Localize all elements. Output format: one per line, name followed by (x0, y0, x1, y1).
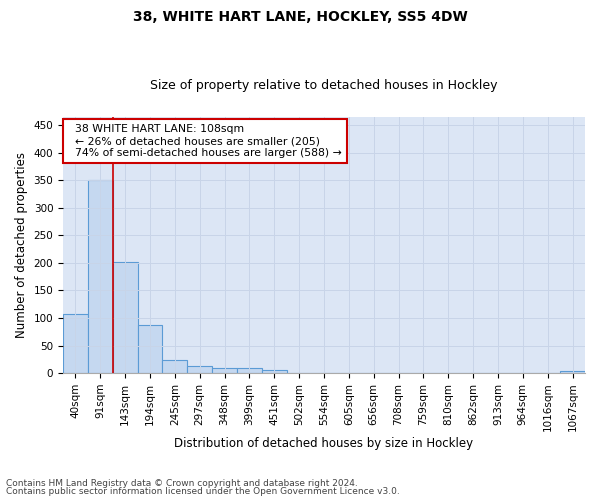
Y-axis label: Number of detached properties: Number of detached properties (15, 152, 28, 338)
Bar (262, 370, 287, 373)
Bar (560, 371, 585, 373)
Bar (88, 180, 113, 373)
Text: Contains public sector information licensed under the Open Government Licence v3: Contains public sector information licen… (6, 487, 400, 496)
Text: Contains HM Land Registry data © Crown copyright and database right 2024.: Contains HM Land Registry data © Crown c… (6, 478, 358, 488)
Bar (187, 366, 212, 373)
Title: Size of property relative to detached houses in Hockley: Size of property relative to detached ho… (150, 79, 498, 92)
X-axis label: Distribution of detached houses by size in Hockley: Distribution of detached houses by size … (175, 437, 473, 450)
Bar (163, 360, 187, 373)
Bar (137, 324, 163, 373)
Text: 38, WHITE HART LANE, HOCKLEY, SS5 4DW: 38, WHITE HART LANE, HOCKLEY, SS5 4DW (133, 10, 467, 24)
Text: 38 WHITE HART LANE: 108sqm
  ← 26% of detached houses are smaller (205)
  74% of: 38 WHITE HART LANE: 108sqm ← 26% of deta… (68, 124, 342, 158)
Bar (212, 368, 237, 373)
Bar (63, 314, 88, 373)
Bar (113, 262, 137, 373)
Bar (237, 368, 262, 373)
